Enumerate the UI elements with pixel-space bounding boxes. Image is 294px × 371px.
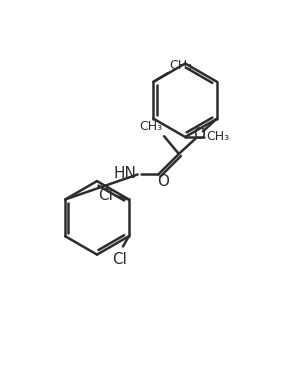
Text: CH₃: CH₃	[206, 131, 229, 144]
Text: Cl: Cl	[113, 252, 128, 267]
Text: Cl: Cl	[98, 188, 113, 203]
Text: CH₃: CH₃	[170, 59, 193, 72]
Text: CH₃: CH₃	[140, 120, 163, 133]
Text: O: O	[157, 174, 169, 189]
Text: O: O	[193, 127, 206, 142]
Text: HN: HN	[113, 165, 136, 181]
